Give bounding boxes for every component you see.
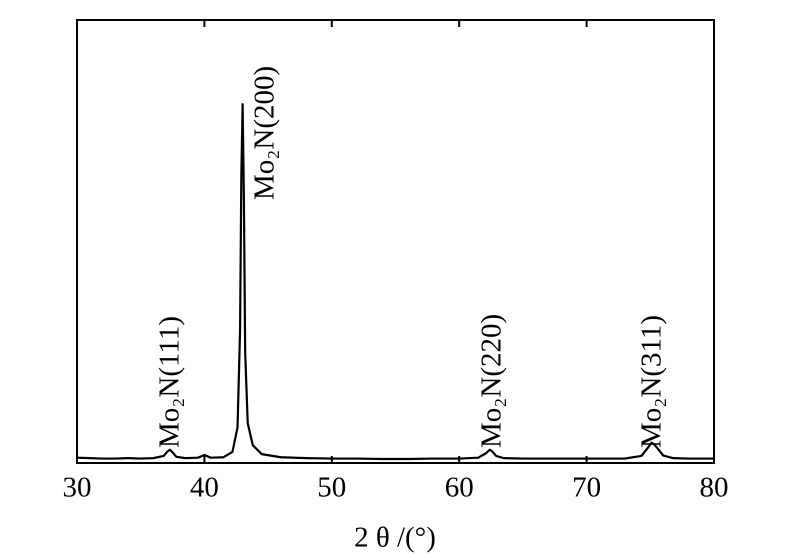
peak-label: Mo₂N(220)	[476, 314, 508, 448]
data-line	[76, 103, 714, 461]
peak-label: Mo₂N(311)	[636, 315, 668, 448]
x-tick-label: 80	[700, 472, 729, 504]
x-tick-label: 30	[63, 472, 92, 504]
x-axis-label: 2 θ /(°)	[354, 522, 436, 554]
x-tick-label: 70	[572, 472, 601, 504]
x-tick-label: 50	[317, 472, 346, 504]
peak-label: Mo₂N(111)	[154, 316, 186, 448]
plot-frame	[76, 19, 715, 464]
peak-label: Mo₂N(200)	[249, 66, 281, 200]
x-tick-label: 40	[190, 472, 219, 504]
x-tick-label: 60	[445, 472, 474, 504]
